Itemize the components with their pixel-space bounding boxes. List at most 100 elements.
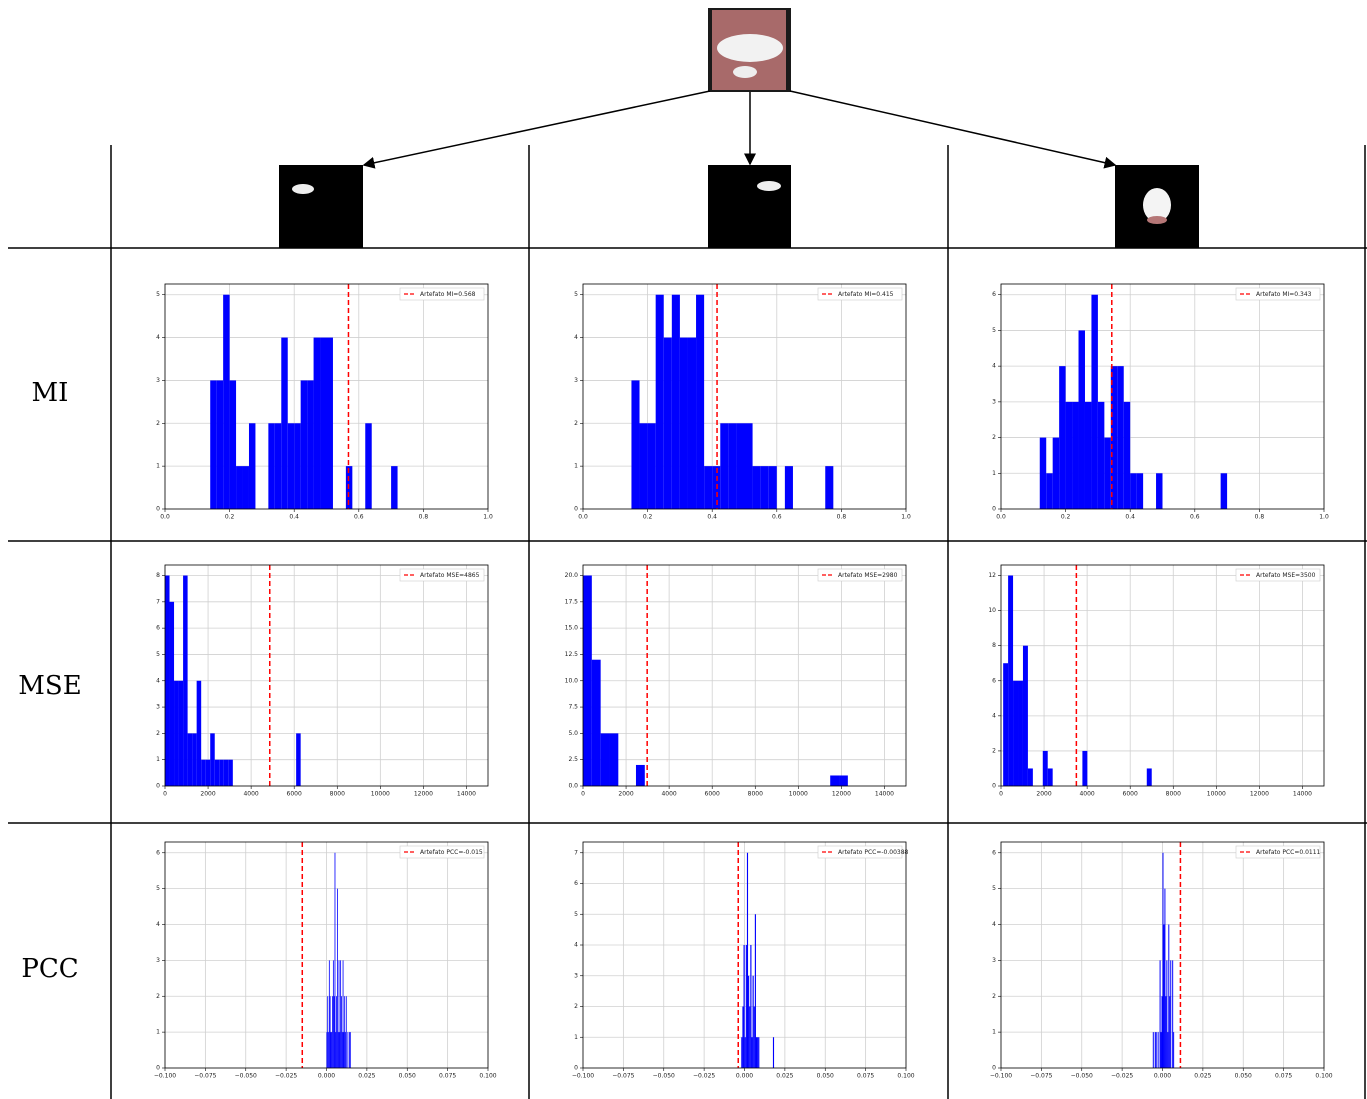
histogram-bar	[1043, 751, 1048, 786]
histogram-bar	[636, 765, 645, 786]
x-tick-label: 0.050	[399, 1073, 416, 1080]
histogram-bar	[331, 1032, 332, 1068]
x-tick-label: 2000	[1036, 791, 1051, 798]
histogram-bar	[337, 889, 338, 1068]
histogram-bar	[583, 576, 592, 786]
histogram-bar	[1048, 768, 1053, 786]
y-tick-label: 15.0	[565, 625, 579, 632]
x-tick-label: 0.100	[1315, 1073, 1332, 1080]
histogram-bar	[165, 576, 170, 786]
histogram-bar	[243, 466, 249, 509]
histogram-bar	[1169, 996, 1170, 1068]
y-tick-label: 20.0	[565, 572, 579, 579]
x-tick-label: 0	[999, 791, 1003, 798]
y-tick-label: 0	[992, 1065, 996, 1072]
histogram-bar	[1165, 996, 1166, 1068]
y-tick-label: 4	[156, 334, 160, 341]
histogram-bar	[742, 1007, 743, 1068]
x-tick-label: 0.0	[160, 514, 170, 521]
histogram-chart: 0.00.20.40.60.81.00123456Artefato MI=0.3…	[992, 284, 1329, 521]
histogram-bar	[268, 423, 274, 509]
histogram-bar	[329, 960, 330, 1068]
histogram-bar	[201, 760, 206, 786]
histogram-bar	[1072, 402, 1078, 509]
histogram-bar	[753, 466, 761, 509]
histogram-bar	[327, 338, 333, 509]
y-tick-label: 2	[992, 747, 996, 754]
histogram-bar	[345, 1032, 346, 1068]
x-tick-label: 0.025	[358, 1073, 375, 1080]
x-tick-label: 6000	[705, 791, 720, 798]
histogram-bar	[1170, 960, 1171, 1068]
plot-area	[1001, 565, 1324, 786]
histogram-bar	[1082, 751, 1087, 786]
histogram-bar	[1013, 681, 1018, 786]
x-tick-label: 6000	[287, 791, 302, 798]
histogram-bar	[224, 760, 229, 786]
x-tick-label: 2000	[200, 791, 215, 798]
y-tick-label: 8	[156, 572, 160, 579]
histogram-chart: 0.00.20.40.60.81.0012345Artefato MI=0.41…	[574, 284, 911, 521]
histogram-bar	[1079, 330, 1085, 509]
histogram-bar	[331, 1032, 332, 1068]
histogram-bar	[340, 960, 341, 1068]
histogram-bar	[314, 338, 320, 509]
x-tick-label: 10000	[789, 791, 808, 798]
histogram-bar	[1018, 681, 1023, 786]
x-tick-label: 1.0	[483, 514, 493, 521]
histogram-bar	[758, 1037, 759, 1068]
x-tick-label: 12000	[1250, 791, 1269, 798]
y-tick-label: 2	[992, 993, 996, 1000]
row-label: PCC	[21, 954, 78, 984]
histogram-bar	[1164, 889, 1165, 1068]
row-label: MI	[32, 378, 69, 408]
histogram-bar	[215, 760, 220, 786]
x-tick-label: 2000	[618, 791, 633, 798]
histogram-bar	[346, 996, 347, 1068]
x-tick-label: 8000	[748, 791, 763, 798]
x-tick-label: 4000	[1079, 791, 1094, 798]
x-tick-label: −0.050	[653, 1073, 675, 1080]
histogram-bar	[1003, 663, 1008, 786]
x-tick-label: −0.050	[235, 1073, 257, 1080]
y-tick-label: 7	[156, 598, 160, 605]
histogram-bar	[174, 681, 179, 786]
histogram-bar	[720, 423, 728, 509]
histogram-bar	[307, 380, 313, 509]
histogram-bar	[746, 945, 747, 1068]
legend-label: Artefato MI=0.415	[838, 291, 894, 298]
histogram-bar	[343, 1032, 344, 1068]
y-tick-label: 0	[156, 1065, 160, 1072]
plot-area	[583, 565, 906, 786]
histogram-bar	[347, 1032, 348, 1068]
histogram-bar	[688, 338, 696, 509]
histogram-bar	[1156, 1032, 1157, 1068]
x-tick-label: 10000	[1207, 791, 1226, 798]
histogram-bar	[349, 1032, 350, 1068]
y-tick-label: 10	[988, 607, 996, 614]
histogram-bar	[749, 1007, 750, 1068]
histogram-bar	[332, 996, 333, 1068]
histogram-bar	[656, 295, 664, 509]
x-tick-label: 0.4	[1125, 514, 1135, 521]
y-tick-label: 3	[992, 957, 996, 964]
histogram-bar	[1053, 438, 1059, 509]
y-tick-label: 6	[992, 677, 996, 684]
histogram-bar	[1173, 1032, 1174, 1068]
x-tick-label: 0.6	[772, 514, 782, 521]
x-tick-label: 12000	[832, 791, 851, 798]
x-tick-label: 1.0	[1319, 514, 1329, 521]
histogram-bar	[825, 466, 833, 509]
histogram-bar	[288, 423, 294, 509]
x-tick-label: 4000	[661, 791, 676, 798]
x-tick-label: 0	[163, 791, 167, 798]
legend-label: Artefato MSE=2980	[838, 572, 898, 579]
y-tick-label: 2	[992, 434, 996, 441]
histogram-bar	[1130, 473, 1136, 509]
histogram-bar	[1172, 960, 1173, 1068]
histogram-bar	[330, 996, 331, 1068]
histogram-bar	[696, 295, 704, 509]
x-tick-label: −0.100	[990, 1073, 1012, 1080]
y-tick-label: 2	[156, 993, 160, 1000]
